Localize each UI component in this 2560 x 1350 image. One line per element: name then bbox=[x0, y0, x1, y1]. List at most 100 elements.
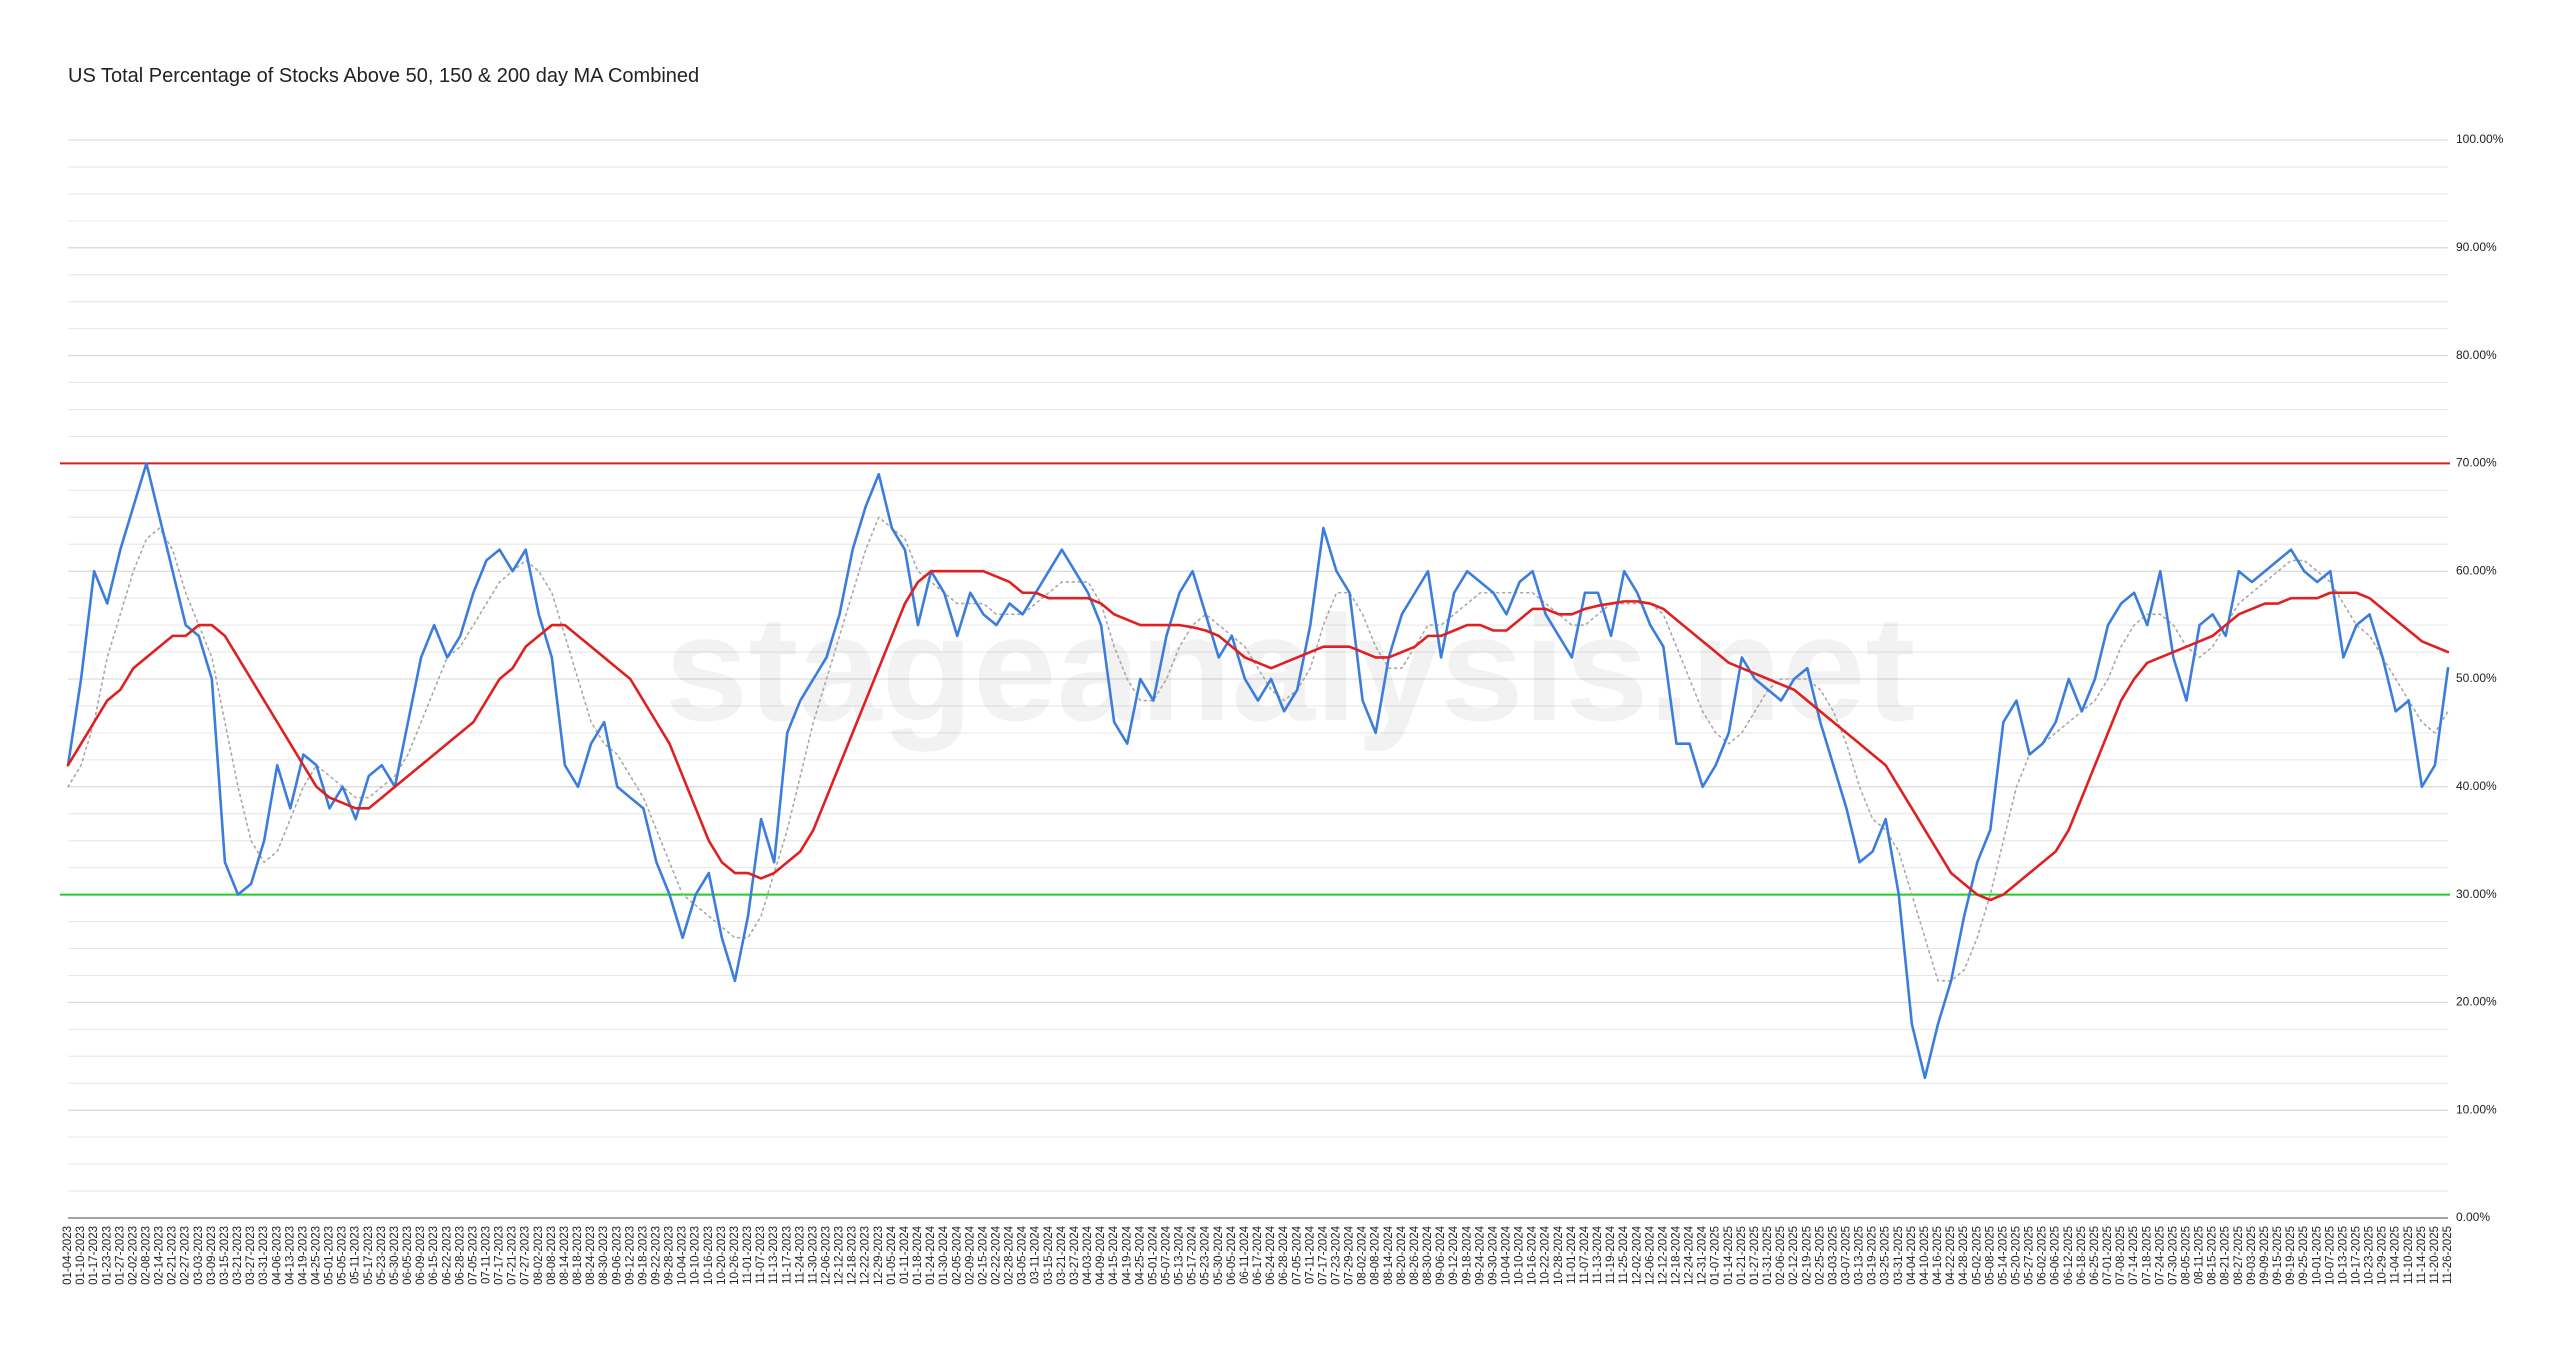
x-tick-label: 08-21-2025 bbox=[2220, 1226, 2232, 1285]
x-tick-label: 05-23-2023 bbox=[376, 1226, 388, 1285]
x-tick-label: 08-08-2023 bbox=[546, 1226, 558, 1285]
x-tick-label: 12-06-2024 bbox=[1644, 1225, 1656, 1284]
x-tick-label: 05-01-2023 bbox=[324, 1226, 336, 1285]
x-tick-label: 06-02-2025 bbox=[2037, 1226, 2049, 1285]
x-tick-label: 09-18-2023 bbox=[637, 1226, 649, 1285]
x-tick-label: 06-18-2025 bbox=[2076, 1226, 2088, 1285]
x-tick-label: 01-24-2024 bbox=[925, 1225, 937, 1284]
x-tick-label: 02-08-2023 bbox=[140, 1226, 152, 1285]
x-tick-label: 12-22-2023 bbox=[860, 1226, 872, 1285]
x-tick-label: 04-16-2025 bbox=[1932, 1226, 1944, 1285]
series-line bbox=[66, 462, 2450, 1080]
x-tick-label: 09-06-2023 bbox=[611, 1226, 623, 1285]
x-tick-label: 06-24-2024 bbox=[1265, 1225, 1277, 1284]
x-tick-label: 05-13-2024 bbox=[1174, 1225, 1186, 1284]
x-tick-label: 02-25-2025 bbox=[1814, 1226, 1826, 1285]
x-tick-label: 12-29-2023 bbox=[873, 1226, 885, 1285]
x-tick-label: 06-05-2023 bbox=[402, 1226, 414, 1285]
x-tick-label: 06-09-2023 bbox=[415, 1226, 427, 1285]
x-tick-label: 03-05-2024 bbox=[1017, 1225, 1029, 1284]
y-tick-label: 60.00% bbox=[2456, 563, 2497, 577]
x-tick-label: 02-12-2025 bbox=[1788, 1226, 1800, 1285]
x-tick-label: 01-14-2025 bbox=[1723, 1226, 1735, 1285]
x-tick-label: 12-24-2024 bbox=[1684, 1225, 1696, 1284]
x-tick-label: 04-15-2024 bbox=[1108, 1225, 1120, 1284]
x-tick-label: 06-25-2025 bbox=[2089, 1226, 2101, 1285]
x-tick-label: 02-21-2023 bbox=[167, 1226, 179, 1285]
x-tick-label: 11-19-2024 bbox=[1605, 1225, 1617, 1284]
x-tick-label: 01-30-2024 bbox=[938, 1225, 950, 1284]
x-tick-label: 09-19-2025 bbox=[2285, 1226, 2297, 1285]
x-tick-label: 07-05-2023 bbox=[467, 1226, 479, 1285]
x-tick-label: 01-04-2023 bbox=[62, 1226, 74, 1285]
x-tick-label: 12-12-2024 bbox=[1657, 1225, 1669, 1284]
x-tick-label: 07-24-2025 bbox=[2154, 1226, 2166, 1285]
x-tick-label: 02-02-2023 bbox=[127, 1226, 139, 1285]
x-tick-label: 08-14-2023 bbox=[559, 1226, 571, 1285]
x-tick-label: 01-07-2025 bbox=[1710, 1226, 1722, 1285]
x-tick-label: 10-28-2024 bbox=[1553, 1225, 1565, 1284]
x-tick-label: 08-02-2023 bbox=[533, 1226, 545, 1285]
x-tick-label: 05-01-2024 bbox=[1147, 1225, 1159, 1284]
x-tick-label: 05-20-2025 bbox=[2010, 1226, 2022, 1285]
x-tick-label: 06-28-2024 bbox=[1278, 1225, 1290, 1284]
x-tick-label: 08-11-2025 bbox=[2194, 1226, 2206, 1284]
y-tick-label: 80.00% bbox=[2456, 348, 2497, 362]
x-tick-label: 03-15-2023 bbox=[219, 1226, 231, 1285]
x-tick-label: 06-05-2024 bbox=[1226, 1225, 1238, 1284]
x-tick-label: 05-17-2023 bbox=[363, 1226, 375, 1285]
x-tick-label: 04-25-2023 bbox=[310, 1226, 322, 1285]
x-tick-label: 09-09-2025 bbox=[2259, 1226, 2271, 1285]
x-tick-label: 05-11-2023 bbox=[350, 1226, 362, 1284]
x-tick-label: 12-18-2023 bbox=[847, 1226, 859, 1285]
y-tick-label: 0.00% bbox=[2456, 1210, 2490, 1224]
x-tick-label: 04-06-2023 bbox=[271, 1226, 283, 1285]
x-tick-label: 01-21-2025 bbox=[1736, 1226, 1748, 1285]
x-tick-label: 07-11-2024 bbox=[1304, 1225, 1316, 1284]
x-tick-label: 08-15-2025 bbox=[2207, 1226, 2219, 1285]
x-tick-label: 03-15-2024 bbox=[1043, 1225, 1055, 1284]
x-tick-label: 06-12-2025 bbox=[2063, 1226, 2075, 1285]
y-tick-label: 10.00% bbox=[2456, 1102, 2497, 1116]
x-tick-label: 11-01-2024 bbox=[1566, 1225, 1578, 1284]
x-tick-label: 04-19-2023 bbox=[297, 1226, 309, 1285]
x-tick-label: 07-05-2024 bbox=[1291, 1225, 1303, 1284]
x-tick-label: 04-04-2025 bbox=[1906, 1226, 1918, 1285]
x-tick-label: 10-01-2025 bbox=[2311, 1226, 2323, 1285]
x-tick-label: 09-30-2024 bbox=[1487, 1225, 1499, 1284]
series-line bbox=[66, 569, 2450, 902]
x-tick-label: 05-05-2023 bbox=[337, 1226, 349, 1285]
x-tick-label: 02-27-2023 bbox=[180, 1226, 192, 1285]
x-tick-label: 07-21-2023 bbox=[507, 1226, 519, 1285]
x-tick-label: 03-03-2025 bbox=[1827, 1226, 1839, 1285]
x-tick-label: 04-22-2025 bbox=[1945, 1226, 1957, 1285]
x-tick-label: 11-13-2023 bbox=[768, 1226, 780, 1284]
x-tick-label: 07-17-2024 bbox=[1317, 1225, 1329, 1284]
x-tick-label: 03-25-2025 bbox=[1880, 1226, 1892, 1285]
x-tick-label: 11-01-2023 bbox=[742, 1226, 754, 1284]
x-tick-label: 10-26-2023 bbox=[729, 1226, 741, 1285]
x-tick-label: 04-19-2024 bbox=[1121, 1225, 1133, 1284]
x-tick-label: 07-27-2023 bbox=[520, 1226, 532, 1285]
x-tick-label: 08-26-2024 bbox=[1409, 1225, 1421, 1284]
y-tick-label: 30.00% bbox=[2456, 887, 2497, 901]
x-tick-label: 10-20-2023 bbox=[716, 1226, 728, 1285]
x-tick-label: 11-30-2023 bbox=[807, 1226, 819, 1284]
x-tick-label: 01-11-2024 bbox=[899, 1225, 911, 1284]
x-tick-label: 11-24-2023 bbox=[794, 1226, 806, 1284]
x-tick-label: 02-09-2024 bbox=[964, 1225, 976, 1284]
x-tick-label: 06-06-2025 bbox=[2050, 1226, 2062, 1285]
x-tick-label: 10-17-2025 bbox=[2350, 1226, 2362, 1285]
x-tick-label: 04-25-2024 bbox=[1134, 1225, 1146, 1284]
x-tick-label: 03-27-2024 bbox=[1069, 1225, 1081, 1284]
x-tick-label: 09-24-2024 bbox=[1474, 1225, 1486, 1284]
x-tick-label: 09-28-2023 bbox=[664, 1226, 676, 1285]
x-tick-label: 10-10-2023 bbox=[690, 1226, 702, 1285]
x-tick-label: 02-05-2024 bbox=[951, 1225, 963, 1284]
x-tick-label: 05-07-2024 bbox=[1160, 1225, 1172, 1284]
x-tick-label: 11-20-2025 bbox=[2429, 1226, 2441, 1284]
x-tick-label: 05-27-2025 bbox=[2024, 1226, 2036, 1285]
x-tick-label: 11-26-2025 bbox=[2442, 1226, 2454, 1284]
x-tick-label: 03-31-2025 bbox=[1893, 1226, 1905, 1285]
x-tick-label: 08-30-2023 bbox=[598, 1226, 610, 1285]
